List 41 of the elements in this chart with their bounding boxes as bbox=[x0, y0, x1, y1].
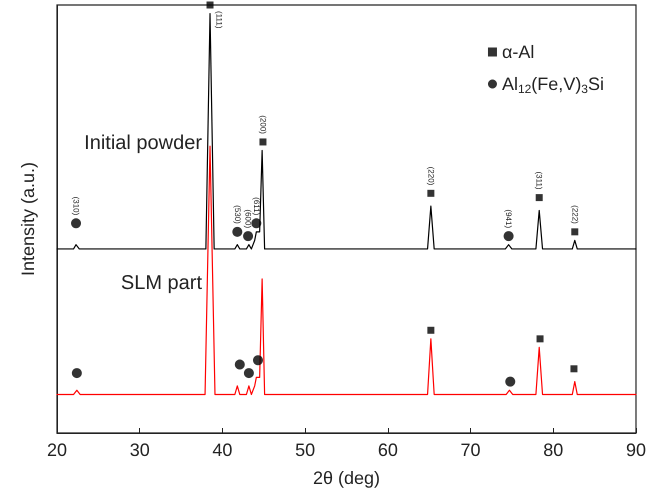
x-tick-label: 30 bbox=[130, 440, 150, 460]
point bbox=[536, 335, 544, 342]
annotation: (222) bbox=[570, 205, 580, 224]
annotation: (530) bbox=[232, 205, 242, 224]
x-tick-label: 60 bbox=[378, 440, 398, 460]
point bbox=[571, 228, 578, 236]
annotation: (111) bbox=[214, 11, 224, 29]
point bbox=[427, 326, 434, 334]
point bbox=[570, 365, 578, 372]
x-tick-label: 70 bbox=[460, 440, 481, 460]
point bbox=[504, 231, 514, 242]
point bbox=[536, 194, 543, 202]
point bbox=[243, 231, 254, 242]
series-label: Initial powder bbox=[84, 132, 202, 154]
series-label: SLM part bbox=[120, 272, 202, 294]
annotation: (310) bbox=[72, 196, 81, 216]
annotation: (941) bbox=[504, 209, 514, 228]
x-tick-label: 90 bbox=[626, 440, 646, 460]
x-tick-label: 40 bbox=[212, 440, 232, 460]
x-tick-label: 80 bbox=[543, 440, 564, 460]
point bbox=[232, 226, 242, 237]
point bbox=[427, 190, 434, 197]
x-tick-label: 50 bbox=[295, 440, 316, 460]
annotation: (600) bbox=[244, 209, 253, 228]
point bbox=[234, 360, 245, 370]
point bbox=[71, 218, 82, 228]
legend-label: α-Al bbox=[502, 42, 534, 62]
x-axis-title: 2θ (deg) bbox=[312, 468, 380, 488]
x-tick-label: 20 bbox=[46, 440, 68, 460]
point bbox=[259, 138, 266, 146]
annotation: (311) bbox=[534, 172, 544, 190]
point bbox=[72, 368, 82, 378]
point bbox=[244, 368, 254, 378]
point bbox=[253, 355, 263, 366]
point bbox=[206, 2, 214, 8]
point bbox=[251, 218, 262, 228]
annotation: (200) bbox=[258, 115, 268, 134]
annotation: (611) bbox=[252, 197, 261, 216]
annotation: (220) bbox=[426, 166, 436, 186]
point bbox=[505, 376, 516, 387]
y-axis-title: Intensity (a.u.) bbox=[18, 162, 38, 276]
